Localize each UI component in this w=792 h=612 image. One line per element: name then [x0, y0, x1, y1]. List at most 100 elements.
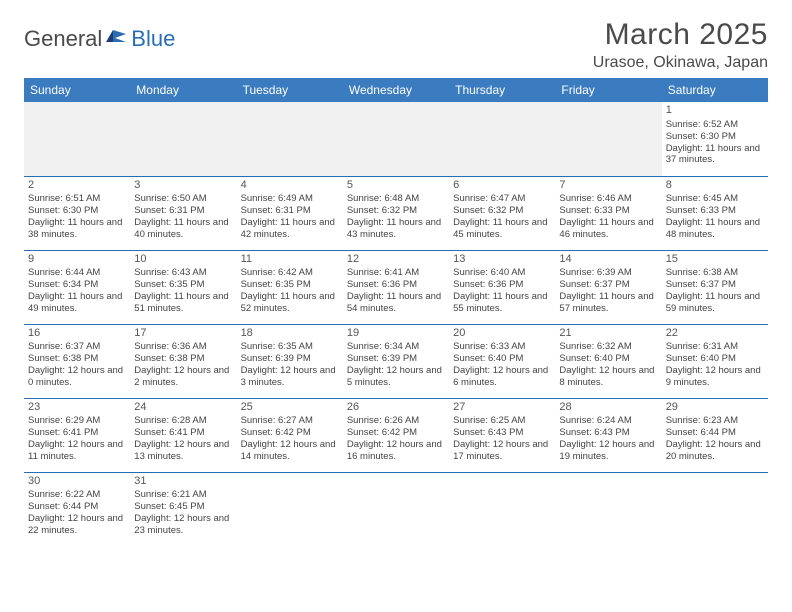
calendar-cell: 25Sunrise: 6:27 AMSunset: 6:42 PMDayligh…: [237, 398, 343, 472]
day-number: 5: [347, 179, 445, 193]
calendar-cell: 29Sunrise: 6:23 AMSunset: 6:44 PMDayligh…: [662, 398, 768, 472]
logo-text-general: General: [24, 26, 102, 52]
sunset-line: Sunset: 6:40 PM: [666, 353, 764, 365]
day-number: 14: [559, 253, 657, 267]
day-number: 17: [134, 327, 232, 341]
daylight-line: Daylight: 11 hours and 48 minutes.: [666, 217, 764, 241]
sunrise-line: Sunrise: 6:48 AM: [347, 193, 445, 205]
day-number: 24: [134, 401, 232, 415]
day-number: 15: [666, 253, 764, 267]
calendar-cell: 10Sunrise: 6:43 AMSunset: 6:35 PMDayligh…: [130, 250, 236, 324]
sunset-line: Sunset: 6:31 PM: [241, 205, 339, 217]
daylight-line: Daylight: 12 hours and 16 minutes.: [347, 439, 445, 463]
calendar-cell: 23Sunrise: 6:29 AMSunset: 6:41 PMDayligh…: [24, 398, 130, 472]
calendar-week-row: 9Sunrise: 6:44 AMSunset: 6:34 PMDaylight…: [24, 250, 768, 324]
calendar-cell: [24, 102, 130, 176]
sunrise-line: Sunrise: 6:39 AM: [559, 267, 657, 279]
calendar-cell: [237, 472, 343, 546]
sunset-line: Sunset: 6:44 PM: [666, 427, 764, 439]
daylight-line: Daylight: 11 hours and 38 minutes.: [28, 217, 126, 241]
daylight-line: Daylight: 11 hours and 42 minutes.: [241, 217, 339, 241]
sunrise-line: Sunrise: 6:32 AM: [559, 341, 657, 353]
daylight-line: Daylight: 11 hours and 52 minutes.: [241, 291, 339, 315]
day-number: 23: [28, 401, 126, 415]
calendar-cell: 18Sunrise: 6:35 AMSunset: 6:39 PMDayligh…: [237, 324, 343, 398]
sunset-line: Sunset: 6:42 PM: [241, 427, 339, 439]
calendar-cell: 13Sunrise: 6:40 AMSunset: 6:36 PMDayligh…: [449, 250, 555, 324]
calendar-cell: 3Sunrise: 6:50 AMSunset: 6:31 PMDaylight…: [130, 176, 236, 250]
calendar-cell: 19Sunrise: 6:34 AMSunset: 6:39 PMDayligh…: [343, 324, 449, 398]
daylight-line: Daylight: 11 hours and 43 minutes.: [347, 217, 445, 241]
sunrise-line: Sunrise: 6:28 AM: [134, 415, 232, 427]
sunrise-line: Sunrise: 6:36 AM: [134, 341, 232, 353]
daylight-line: Daylight: 12 hours and 11 minutes.: [28, 439, 126, 463]
sunset-line: Sunset: 6:35 PM: [241, 279, 339, 291]
daylight-line: Daylight: 12 hours and 6 minutes.: [453, 365, 551, 389]
calendar-cell: 21Sunrise: 6:32 AMSunset: 6:40 PMDayligh…: [555, 324, 661, 398]
sunrise-line: Sunrise: 6:51 AM: [28, 193, 126, 205]
day-number: 27: [453, 401, 551, 415]
calendar-cell: [449, 102, 555, 176]
sunrise-line: Sunrise: 6:41 AM: [347, 267, 445, 279]
page-title: March 2025: [593, 18, 768, 52]
sunrise-line: Sunrise: 6:29 AM: [28, 415, 126, 427]
calendar-cell: 2Sunrise: 6:51 AMSunset: 6:30 PMDaylight…: [24, 176, 130, 250]
day-number: 22: [666, 327, 764, 341]
calendar-cell: 30Sunrise: 6:22 AMSunset: 6:44 PMDayligh…: [24, 472, 130, 546]
calendar-cell: 16Sunrise: 6:37 AMSunset: 6:38 PMDayligh…: [24, 324, 130, 398]
sunrise-line: Sunrise: 6:25 AM: [453, 415, 551, 427]
weekday-header: Tuesday: [237, 78, 343, 102]
daylight-line: Daylight: 12 hours and 14 minutes.: [241, 439, 339, 463]
sunrise-line: Sunrise: 6:31 AM: [666, 341, 764, 353]
daylight-line: Daylight: 11 hours and 55 minutes.: [453, 291, 551, 315]
location-subtitle: Urasoe, Okinawa, Japan: [593, 54, 768, 72]
calendar-cell: [555, 472, 661, 546]
sunset-line: Sunset: 6:45 PM: [134, 501, 232, 513]
sunrise-line: Sunrise: 6:33 AM: [453, 341, 551, 353]
sunrise-line: Sunrise: 6:50 AM: [134, 193, 232, 205]
sunset-line: Sunset: 6:41 PM: [134, 427, 232, 439]
day-number: 3: [134, 179, 232, 193]
day-number: 21: [559, 327, 657, 341]
sunset-line: Sunset: 6:44 PM: [28, 501, 126, 513]
sunset-line: Sunset: 6:39 PM: [241, 353, 339, 365]
daylight-line: Daylight: 11 hours and 46 minutes.: [559, 217, 657, 241]
logo-text-blue: Blue: [131, 26, 175, 52]
calendar-cell: [449, 472, 555, 546]
sunset-line: Sunset: 6:34 PM: [28, 279, 126, 291]
sunrise-line: Sunrise: 6:46 AM: [559, 193, 657, 205]
day-number: 25: [241, 401, 339, 415]
sunrise-line: Sunrise: 6:49 AM: [241, 193, 339, 205]
sunrise-line: Sunrise: 6:45 AM: [666, 193, 764, 205]
sunrise-line: Sunrise: 6:34 AM: [347, 341, 445, 353]
daylight-line: Daylight: 11 hours and 57 minutes.: [559, 291, 657, 315]
day-number: 29: [666, 401, 764, 415]
calendar-cell: 26Sunrise: 6:26 AMSunset: 6:42 PMDayligh…: [343, 398, 449, 472]
day-number: 6: [453, 179, 551, 193]
calendar-cell: 28Sunrise: 6:24 AMSunset: 6:43 PMDayligh…: [555, 398, 661, 472]
sunrise-line: Sunrise: 6:44 AM: [28, 267, 126, 279]
day-number: 7: [559, 179, 657, 193]
day-number: 26: [347, 401, 445, 415]
daylight-line: Daylight: 12 hours and 22 minutes.: [28, 513, 126, 537]
day-number: 31: [134, 475, 232, 489]
sunset-line: Sunset: 6:39 PM: [347, 353, 445, 365]
calendar-cell: 15Sunrise: 6:38 AMSunset: 6:37 PMDayligh…: [662, 250, 768, 324]
sunrise-line: Sunrise: 6:27 AM: [241, 415, 339, 427]
sunrise-line: Sunrise: 6:42 AM: [241, 267, 339, 279]
sunset-line: Sunset: 6:43 PM: [453, 427, 551, 439]
daylight-line: Daylight: 11 hours and 59 minutes.: [666, 291, 764, 315]
calendar-week-row: 1Sunrise: 6:52 AMSunset: 6:30 PMDaylight…: [24, 102, 768, 176]
daylight-line: Daylight: 11 hours and 37 minutes.: [666, 143, 764, 167]
day-number: 30: [28, 475, 126, 489]
sunset-line: Sunset: 6:30 PM: [28, 205, 126, 217]
day-number: 8: [666, 179, 764, 193]
daylight-line: Daylight: 11 hours and 45 minutes.: [453, 217, 551, 241]
day-number: 20: [453, 327, 551, 341]
weekday-header: Saturday: [662, 78, 768, 102]
sunrise-line: Sunrise: 6:26 AM: [347, 415, 445, 427]
daylight-line: Daylight: 12 hours and 0 minutes.: [28, 365, 126, 389]
sunset-line: Sunset: 6:38 PM: [134, 353, 232, 365]
daylight-line: Daylight: 12 hours and 8 minutes.: [559, 365, 657, 389]
sunset-line: Sunset: 6:33 PM: [559, 205, 657, 217]
